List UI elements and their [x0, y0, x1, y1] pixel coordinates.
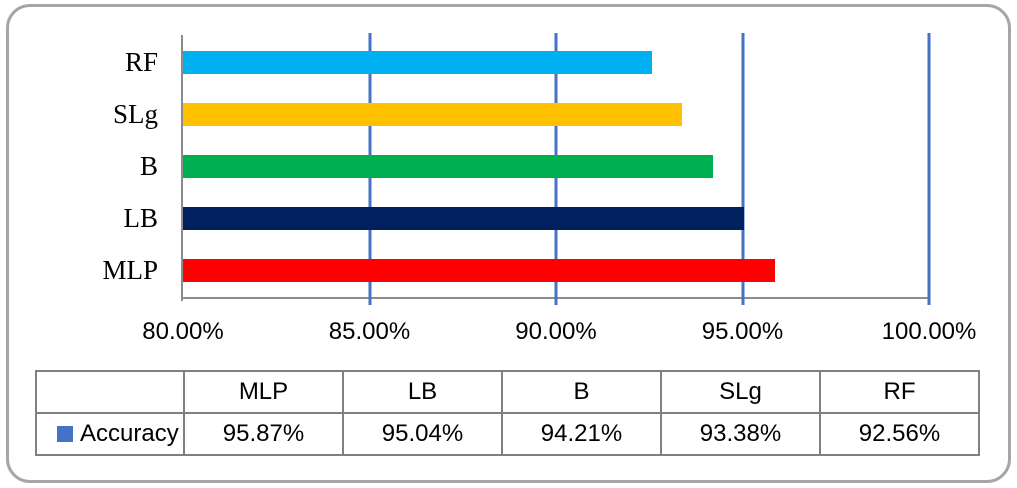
legend-marker-icon	[57, 426, 73, 442]
table-column-header: SLg	[660, 370, 821, 414]
y-axis-line	[181, 35, 183, 301]
legend-cell: Accuracy	[35, 412, 185, 456]
bar-mlp[interactable]	[183, 259, 775, 283]
plot-area	[181, 33, 931, 305]
x-axis: 80.00% 85.00% 90.00% 95.00% 100.00%	[142, 316, 976, 348]
bar-rf[interactable]	[183, 50, 652, 74]
bar-slg[interactable]	[183, 102, 683, 126]
table-value-cell: 95.87%	[183, 412, 344, 456]
x-axis-tick-label: 100.00%	[881, 318, 977, 345]
legend-series-label: Accuracy	[80, 420, 179, 447]
table-value-cell: 94.21%	[501, 412, 662, 456]
bar-lb[interactable]	[183, 207, 744, 231]
bar-b[interactable]	[183, 155, 713, 178]
table-data-row: Accuracy 95.87% 95.04% 94.21% 93.38% 92.…	[35, 412, 980, 456]
category-label-slg: SLg	[112, 98, 158, 129]
x-axis-tick-label: 80.00%	[142, 318, 224, 345]
category-label-b: B	[139, 150, 158, 181]
y-axis-category-labels: RF SLg B LB MLP	[40, 36, 158, 297]
category-label-mlp: MLP	[102, 255, 158, 286]
x-axis-tick-label: 85.00%	[328, 318, 411, 345]
table-header-row: MLP LB B SLg RF	[35, 370, 980, 414]
data-table: MLP LB B SLg RF Accuracy 95.87% 95.04% 9…	[35, 370, 980, 456]
table-column-header: B	[501, 370, 662, 414]
category-label-lb: LB	[123, 203, 158, 234]
gridline	[741, 33, 744, 305]
table-column-header: RF	[819, 370, 980, 414]
table-column-header: MLP	[183, 370, 344, 414]
table-corner-cell	[35, 370, 185, 414]
category-label-rf: RF	[124, 46, 158, 77]
table-value-cell: 92.56%	[819, 412, 980, 456]
x-axis-tick-label: 95.00%	[701, 318, 784, 345]
table-value-cell: 95.04%	[342, 412, 503, 456]
gridline	[927, 33, 931, 305]
x-axis-tick-label: 90.00%	[515, 318, 597, 345]
table-value-cell: 93.38%	[660, 412, 821, 456]
table-column-header: LB	[342, 370, 503, 414]
